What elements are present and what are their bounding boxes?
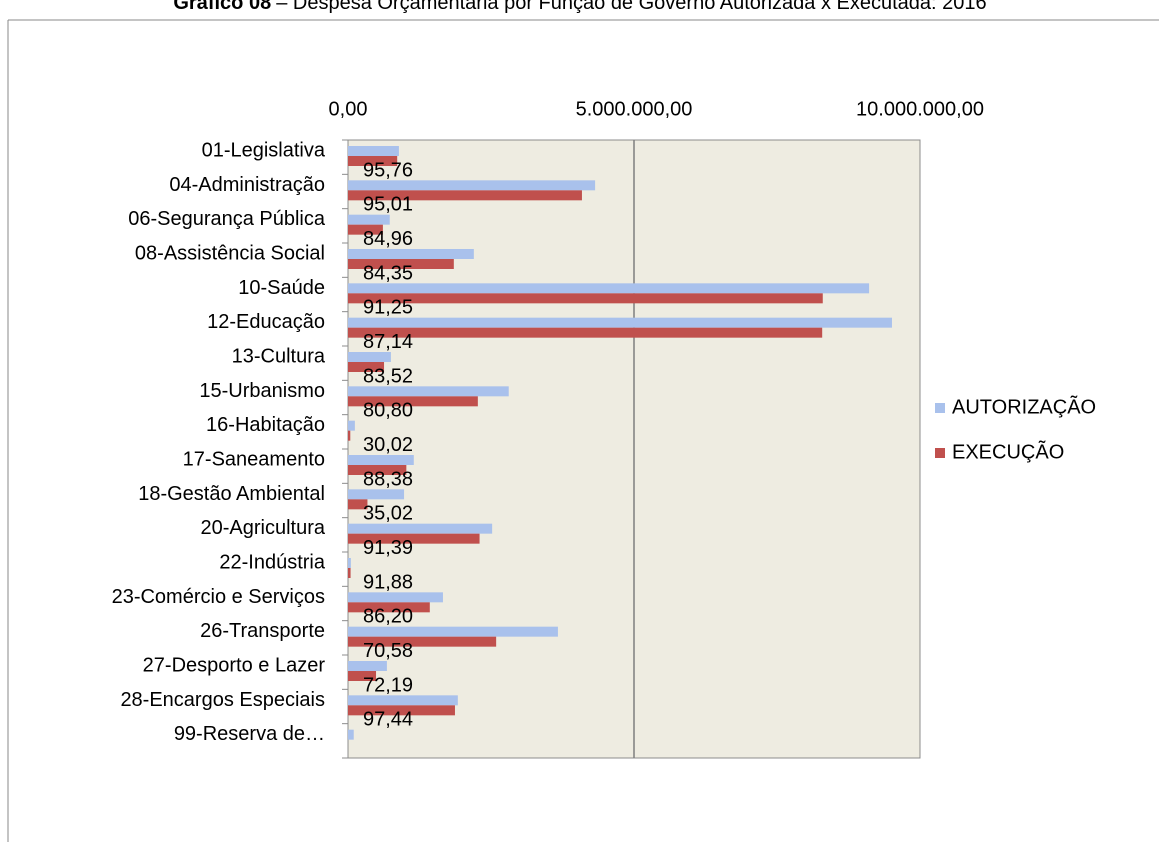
- bar: [348, 592, 443, 603]
- data-label: 35,02: [363, 503, 413, 525]
- bar: [348, 259, 454, 269]
- bar: [348, 327, 823, 338]
- chart-heading: Gráfico 08 – Despesa Orçamentária por Fun…: [173, 0, 986, 14]
- data-label: 95,76: [363, 159, 413, 181]
- bar: [348, 671, 377, 681]
- y-tick-label: 27-Desporto e Lazer: [143, 654, 326, 676]
- bar: [348, 146, 399, 156]
- y-tick-label: 17-Saneamento: [183, 448, 325, 470]
- bar: [348, 661, 387, 671]
- data-label: 91,39: [363, 537, 413, 559]
- y-tick-label: 13-Cultura: [232, 345, 326, 367]
- data-label: 97,44: [363, 709, 413, 731]
- bar: [348, 499, 368, 510]
- bar: [348, 523, 493, 534]
- bar: [348, 180, 596, 191]
- legend-label: AUTORIZAÇÃO: [952, 394, 1096, 418]
- data-label: 83,52: [363, 365, 413, 387]
- legend-label: EXECUÇÃO: [952, 439, 1064, 463]
- bar: [348, 190, 582, 201]
- y-tick-label: 99-Reserva de…: [174, 723, 325, 745]
- bar: [348, 156, 398, 166]
- data-label: 86,20: [363, 606, 413, 628]
- chart-subtitle: – Despesa Orçamentária por Função de Gov…: [276, 0, 986, 14]
- bar: [348, 283, 870, 294]
- bar: [348, 396, 478, 407]
- legend-swatch: [935, 403, 945, 413]
- y-tick-label: 01-Legislativa: [202, 139, 326, 161]
- bar: [348, 317, 892, 328]
- bar: [348, 695, 458, 706]
- bar: [348, 626, 558, 637]
- data-label: 91,25: [363, 297, 413, 319]
- bar: [348, 430, 351, 441]
- x-tick-label: 0,00: [329, 98, 368, 120]
- y-tick-label: 12-Educação: [207, 311, 325, 333]
- bar: [348, 224, 383, 235]
- legend-swatch: [935, 448, 945, 458]
- data-label: 80,80: [363, 400, 413, 422]
- data-label: 84,96: [363, 228, 413, 250]
- data-label: 70,58: [363, 640, 413, 662]
- bar: [348, 489, 405, 500]
- y-tick-label: 22-Indústria: [219, 551, 325, 573]
- bar: [348, 420, 355, 431]
- bar: [348, 465, 407, 475]
- y-tick-label: 06-Segurança Pública: [128, 208, 326, 230]
- bar: [348, 558, 351, 568]
- y-tick-label: 08-Assistência Social: [135, 242, 325, 264]
- bar: [348, 729, 354, 740]
- y-tick-label: 20-Agricultura: [200, 517, 325, 539]
- x-tick-label: 10.000.000,00: [856, 98, 984, 120]
- bar: [348, 386, 509, 397]
- y-tick-label: 10-Saúde: [238, 277, 325, 299]
- y-tick-label: 04-Administração: [169, 174, 325, 196]
- bar: [348, 362, 385, 372]
- data-label: 84,35: [363, 262, 413, 284]
- chart-title: Gráfico 08: [173, 0, 271, 14]
- x-tick-label: 5.000.000,00: [576, 98, 693, 120]
- bar: [348, 705, 455, 716]
- y-tick-label: 28-Encargos Especiais: [120, 689, 325, 711]
- data-label: 91,88: [363, 571, 413, 593]
- bar: [348, 602, 430, 613]
- data-label: 87,14: [363, 331, 413, 353]
- data-label: 88,38: [363, 468, 413, 490]
- bar: [348, 214, 390, 225]
- y-tick-label: 23-Comércio e Serviços: [112, 586, 325, 608]
- y-tick-label: 15-Urbanismo: [199, 380, 325, 402]
- bar: [348, 636, 497, 647]
- bar: [348, 293, 823, 304]
- bar: [348, 249, 474, 259]
- data-label: 95,01: [363, 194, 413, 216]
- y-tick-label: 26-Transporte: [200, 620, 325, 642]
- y-tick-label: 18-Gestão Ambiental: [138, 483, 325, 505]
- bar: [348, 533, 480, 544]
- bar: [348, 352, 391, 362]
- bar: [348, 568, 351, 578]
- data-label: 72,19: [363, 674, 413, 696]
- bar: [348, 455, 414, 465]
- data-label: 30,02: [363, 434, 413, 456]
- y-tick-label: 16-Habitação: [206, 414, 325, 436]
